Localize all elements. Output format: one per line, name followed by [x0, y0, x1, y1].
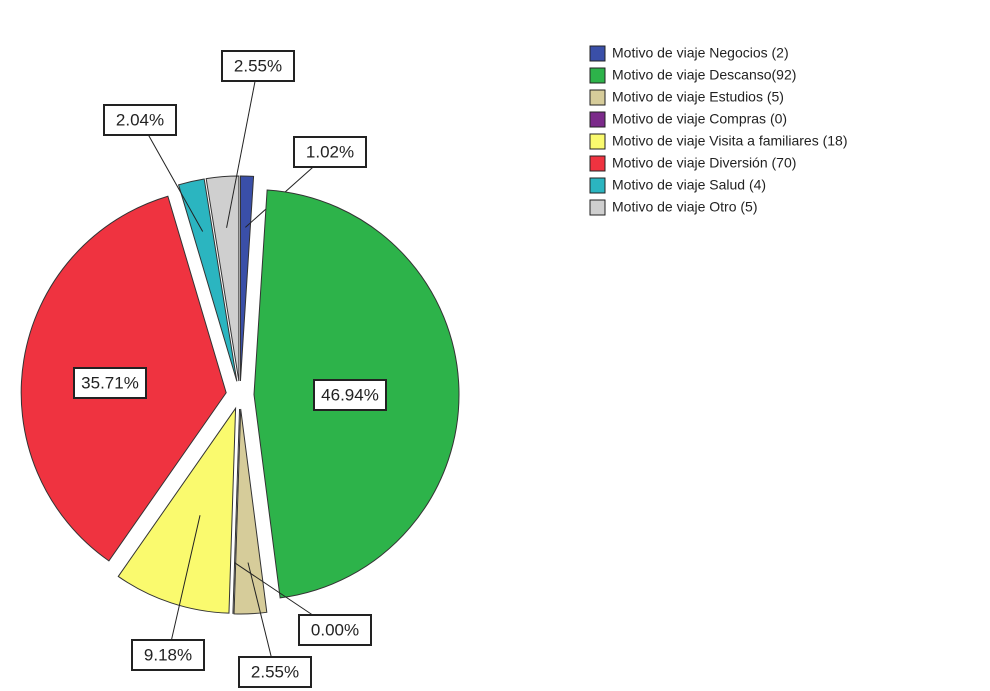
legend-label: Motivo de viaje Estudios (5)	[612, 89, 784, 105]
label-box	[293, 136, 367, 168]
pie-slice	[205, 175, 240, 382]
pie-slice	[239, 175, 255, 382]
pie-slice	[177, 178, 238, 382]
legend-swatch	[589, 177, 606, 194]
legend-swatch	[589, 67, 606, 84]
legend-label: Motivo de viaje Descanso(92)	[612, 67, 796, 83]
value-label: 1.02%	[306, 142, 354, 161]
legend-swatch	[589, 45, 606, 62]
label-box	[103, 104, 177, 136]
legend-label: Motivo de viaje Otro (5)	[612, 199, 758, 215]
legend-label: Motivo de viaje Visita a familiares (18)	[612, 133, 848, 149]
legend-label: Motivo de viaje Negocios (2)	[612, 45, 789, 61]
legend-swatch	[589, 133, 606, 150]
label-box	[313, 379, 387, 411]
legend-swatch	[589, 155, 606, 172]
value-label: 9.18%	[144, 645, 192, 664]
leader-line	[167, 515, 201, 656]
legend-swatch	[589, 89, 606, 106]
value-label: 0.00%	[311, 620, 359, 639]
label-box	[238, 656, 312, 688]
leader-line	[247, 562, 276, 673]
legend-swatch	[589, 199, 606, 216]
value-label: 2.04%	[116, 110, 164, 129]
legend-label: Motivo de viaje Salud (4)	[612, 177, 766, 193]
value-label: 2.55%	[234, 56, 282, 75]
label-box	[298, 614, 372, 646]
label-box	[131, 639, 205, 671]
label-box	[221, 50, 295, 82]
label-box	[73, 367, 147, 399]
leader-line	[139, 119, 204, 232]
legend-swatch	[589, 111, 606, 128]
leader-line	[226, 65, 259, 228]
value-label: 46.94%	[321, 385, 379, 404]
pie-slice	[117, 406, 237, 614]
legend-label: Motivo de viaje Diversión (70)	[612, 155, 796, 171]
pie-slice	[232, 408, 241, 614]
value-label: 35.71%	[81, 373, 139, 392]
legend-label: Motivo de viaje Compras (0)	[612, 111, 787, 127]
value-label: 2.55%	[251, 662, 299, 681]
pie-slice	[233, 408, 268, 615]
